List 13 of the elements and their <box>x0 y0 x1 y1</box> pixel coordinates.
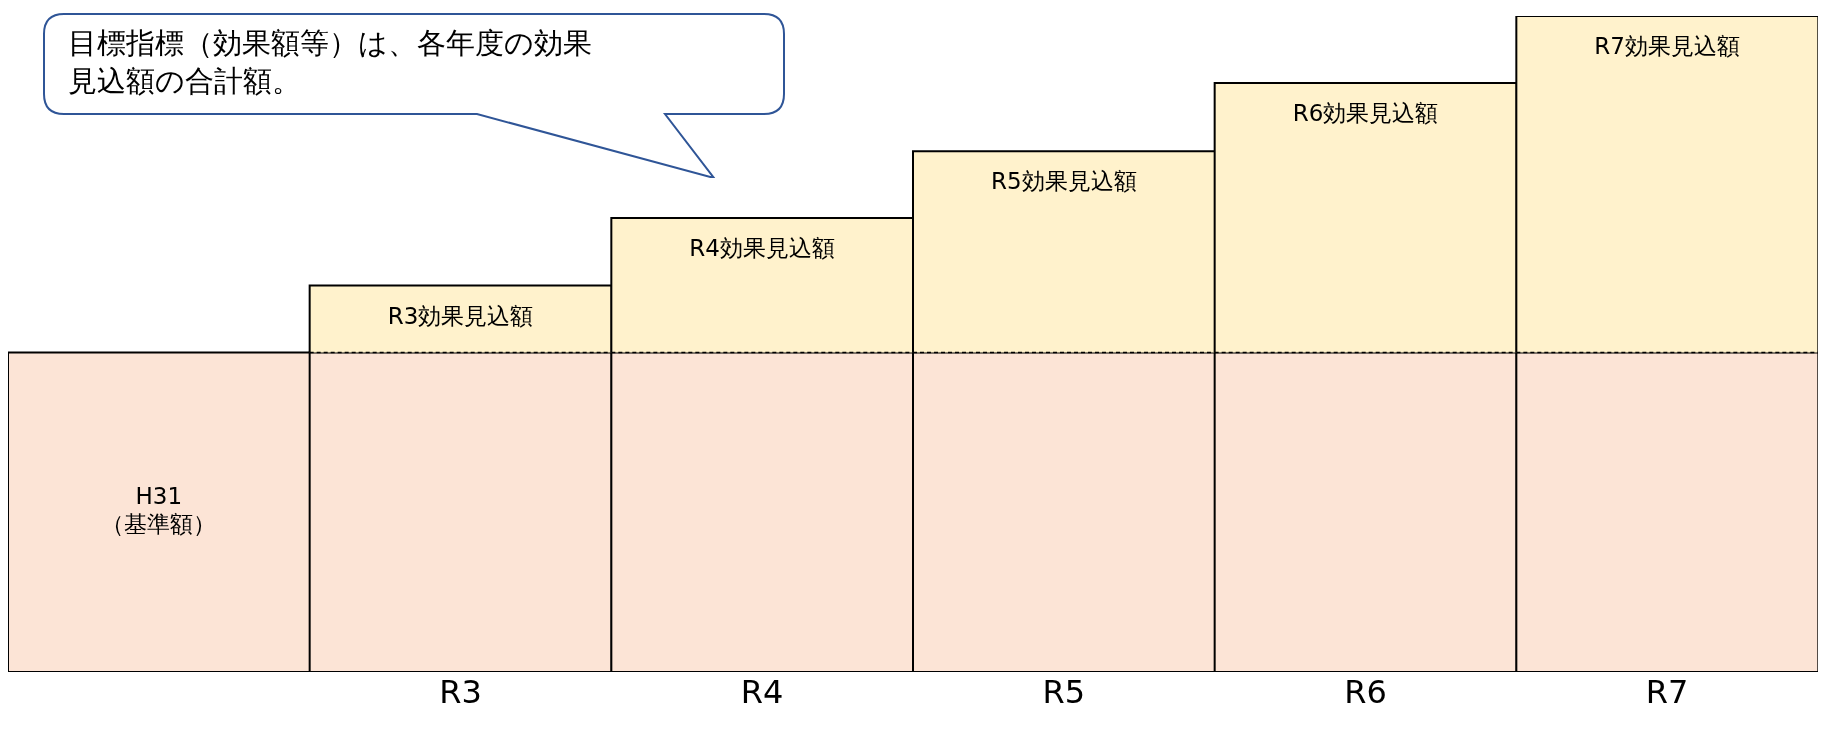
speech-bubble: 目標指標（効果額等）は、各年度の効果見込額の合計額。 <box>42 12 787 178</box>
annotation: 目標指標（効果額等）は、各年度の効果見込額の合計額。 <box>68 25 593 100</box>
x-tick-label: R6 <box>1344 672 1387 711</box>
annotation: R6効果見込額 <box>1292 99 1439 126</box>
x-tick-label: R4 <box>740 672 784 711</box>
annotation: R5効果見込額 <box>991 168 1137 195</box>
annotation: H31 （基準額） <box>101 483 217 538</box>
annotation: R3効果見込額 <box>387 302 534 329</box>
x-tick-label: R3 <box>439 672 482 711</box>
annotation: R7効果見込額 <box>1594 33 1740 59</box>
annotation: R4効果見込額 <box>689 235 835 262</box>
x-tick-label: R5 <box>1042 672 1086 711</box>
x-tick-label: R7 <box>1645 672 1689 711</box>
